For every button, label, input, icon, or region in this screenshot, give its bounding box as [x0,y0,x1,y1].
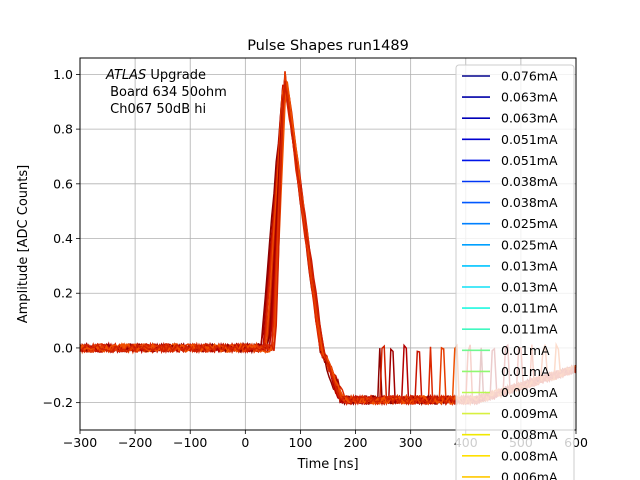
legend-label: 0.025mA [501,237,558,252]
legend-label: 0.013mA [501,258,558,273]
legend-label: 0.025mA [501,216,558,231]
y-tick-label: 0.2 [53,286,73,301]
legend-label: 0.01mA [501,343,550,358]
y-tick-label: 0.6 [53,176,73,191]
annotation-upgrade: Upgrade [146,68,206,83]
legend-label: 0.011mA [501,301,558,316]
y-axis-label: Amplitude [ADC Counts] [16,165,31,323]
y-axis-ticks: −0.2 0.0 0.2 0.4 0.6 0.8 1.0 [43,67,80,410]
x-tick-label: 200 [344,435,368,450]
legend-label: 0.009mA [501,406,558,421]
legend-label: 0.076mA [501,69,558,84]
annotation-line-1: ATLAS Upgrade [105,68,206,83]
legend-label: 0.009mA [501,385,558,400]
legend-label: 0.011mA [501,322,558,337]
legend-label: 0.008mA [501,448,558,463]
annotation-atlas: ATLAS [105,68,146,83]
legend-label: 0.051mA [501,132,558,147]
legend-label: 0.006mA [501,469,558,480]
annotation-line-3: Ch067 50dB hi [106,102,206,117]
y-tick-label: −0.2 [43,395,73,410]
legend-label: 0.051mA [501,153,558,168]
x-tick-label: −100 [173,435,207,450]
legend-label: 0.063mA [501,90,558,105]
x-tick-label: 0 [241,435,249,450]
y-tick-label: 0.0 [53,340,73,355]
x-tick-label: 100 [289,435,313,450]
legend: 0.076mA 0.063mA 0.063mA 0.051mA 0.051mA 0.038… [455,64,575,480]
legend-label: 0.063mA [501,111,558,126]
legend-label: 0.038mA [501,174,558,189]
x-tick-label: −200 [118,435,152,450]
legend-label: 0.038mA [501,195,558,210]
legend-label: 0.01mA [501,364,550,379]
y-tick-label: 0.8 [53,122,73,137]
y-tick-label: 0.4 [53,231,73,246]
legend-label: 0.013mA [501,280,558,295]
legend-label: 0.008mA [501,427,558,442]
legend-box [455,64,575,480]
plot-frame [79,57,577,431]
annotation-line-2: Board 634 50ohm [106,85,227,100]
x-tick-label: −300 [63,435,97,450]
chart-title: Pulse Shapes run1489 [247,38,409,54]
x-axis-label: Time [ns] [296,457,358,472]
x-tick-label: 300 [399,435,423,450]
y-tick-label: 1.0 [53,67,73,82]
